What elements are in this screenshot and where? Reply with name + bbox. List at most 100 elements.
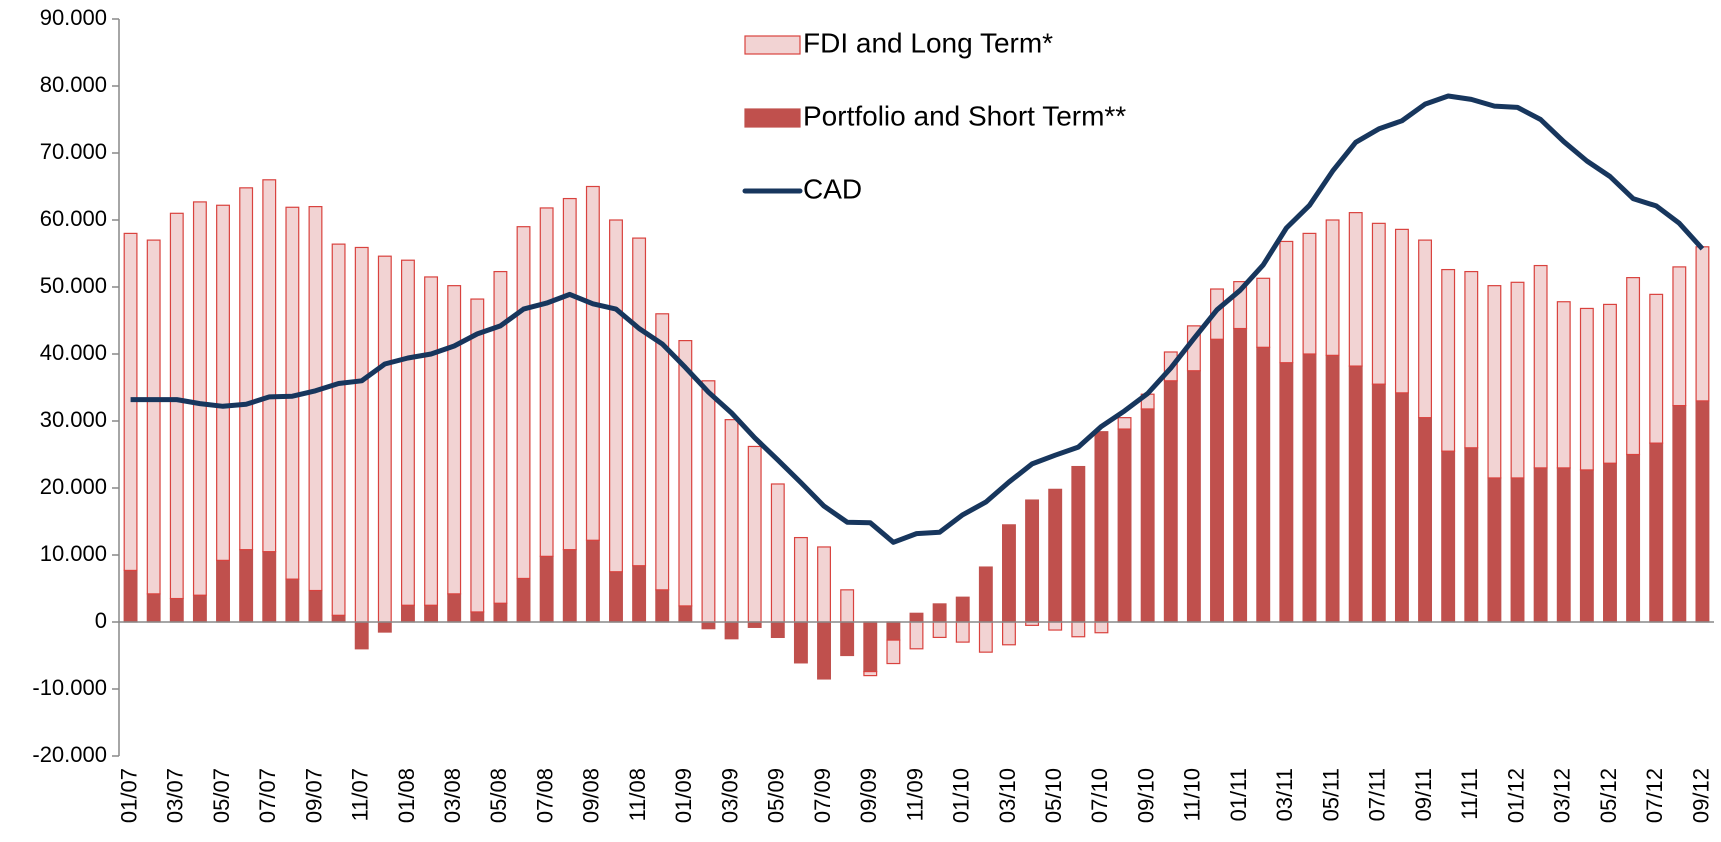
legend-swatch [744, 35, 801, 55]
x-tick-label: 09/07 [301, 768, 326, 823]
bar [840, 589, 855, 623]
x-tick-label: 09/09 [856, 768, 881, 823]
bar [1117, 428, 1132, 623]
x-tick-label: 05/12 [1596, 768, 1621, 823]
bar [1441, 450, 1456, 623]
bar [1487, 477, 1502, 623]
x-tick-label: 07/11 [1365, 768, 1390, 821]
bar [909, 612, 924, 623]
bar [1302, 353, 1317, 623]
bar [886, 621, 901, 641]
bar [632, 237, 647, 567]
bar [1163, 380, 1178, 623]
bar [493, 602, 508, 623]
y-tick-label: 0 [95, 608, 107, 633]
x-tick-label: 11/11 [1457, 768, 1482, 820]
bar [1302, 232, 1317, 355]
bar [1510, 281, 1525, 479]
y-tick-label: 10.000 [40, 541, 107, 566]
bar [1556, 301, 1571, 469]
bar [539, 207, 554, 557]
bar [655, 313, 670, 591]
bar [678, 605, 693, 623]
bar [585, 539, 600, 623]
bar [239, 549, 254, 623]
bar [146, 593, 161, 623]
bar [1279, 240, 1294, 364]
bar [678, 340, 693, 607]
x-tick-label: 03/12 [1550, 768, 1575, 823]
bar [1626, 453, 1641, 623]
bar [1672, 404, 1687, 623]
bar [447, 285, 462, 595]
bar [424, 604, 439, 623]
bar [609, 219, 623, 573]
bar [793, 536, 808, 623]
x-tick-label: 09/12 [1688, 768, 1713, 823]
bar [840, 621, 855, 657]
x-tick-label: 05/08 [486, 768, 511, 823]
bar [377, 621, 392, 633]
x-tick-label: 07/07 [255, 768, 280, 823]
bar [285, 578, 300, 623]
bar [1672, 266, 1687, 407]
bar [1071, 621, 1086, 638]
x-tick-label: 01/07 [116, 768, 141, 823]
bar [470, 611, 485, 623]
bar [1002, 621, 1016, 646]
bar [955, 621, 970, 643]
bar [1487, 285, 1502, 479]
bar [146, 239, 161, 595]
x-tick-label: 03/09 [717, 768, 742, 823]
bar [1394, 228, 1409, 394]
bar [1371, 222, 1386, 385]
bar [1695, 246, 1710, 402]
x-tick-label: 01/09 [671, 768, 696, 823]
y-tick-label: 60.000 [40, 206, 107, 231]
bar [886, 639, 901, 665]
bar [1117, 417, 1132, 430]
bar [955, 596, 970, 623]
x-tick-label: 09/10 [1133, 768, 1158, 823]
bar [978, 621, 993, 653]
y-tick-label: -20.000 [32, 742, 107, 767]
x-tick-label: 09/08 [579, 768, 604, 823]
bar [400, 604, 415, 623]
bar [770, 483, 785, 623]
x-tick-label: 05/10 [1041, 768, 1066, 823]
bar [1348, 365, 1363, 623]
bar [817, 621, 831, 680]
bar [1579, 307, 1594, 471]
x-tick-label: 09/11 [1411, 768, 1436, 821]
x-tick-label: 07/08 [532, 768, 557, 823]
x-tick-label: 07/10 [1087, 768, 1112, 823]
bar [1233, 327, 1248, 623]
bar [1325, 219, 1340, 356]
bar [447, 593, 462, 623]
x-tick-label: 11/10 [1180, 768, 1205, 821]
bar [562, 549, 577, 623]
bar [377, 255, 392, 623]
bar [169, 597, 184, 623]
x-tick-label: 01/11 [1226, 768, 1251, 821]
bar [516, 226, 531, 580]
bar [1441, 268, 1456, 452]
bar [747, 445, 762, 623]
bar [470, 298, 485, 613]
bar [1464, 447, 1479, 623]
x-tick-label: 03/07 [163, 768, 188, 823]
bar [932, 603, 947, 623]
bar [1140, 408, 1155, 623]
bar [1626, 277, 1641, 456]
bar [747, 621, 762, 628]
x-tick-label: 07/09 [810, 768, 835, 823]
bar [1256, 277, 1271, 348]
bar [1094, 621, 1109, 634]
bar [354, 246, 369, 623]
bar [1579, 469, 1594, 623]
x-tick-label: 03/11 [1272, 768, 1297, 821]
bar [1418, 239, 1433, 419]
bar [1002, 524, 1016, 623]
bar [793, 621, 808, 664]
x-tick-label: 05/09 [764, 768, 789, 823]
